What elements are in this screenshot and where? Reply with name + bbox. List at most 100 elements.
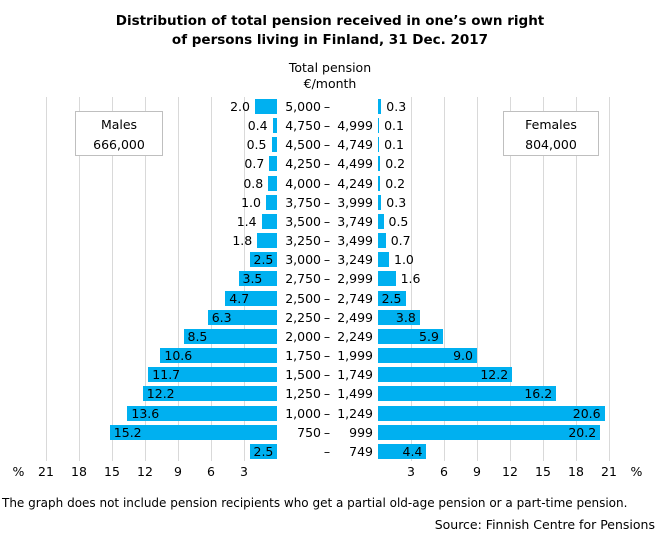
category-high: 3,749 [337,213,373,229]
gridline [46,97,47,461]
category-high [333,97,373,116]
category-dash: – [323,328,331,344]
footnote: The graph does not include pension recip… [2,496,628,510]
male-bar [207,309,277,325]
x-axis-tick-label: 18 [71,464,87,479]
males-box: Males 666,000 [75,111,163,156]
gridline [411,97,412,461]
male-bar [249,443,277,459]
gridline [510,97,511,461]
x-axis-tick-label: 15 [104,464,120,479]
category-dash: – [323,233,331,249]
gridline [576,97,577,461]
male-value-label: 10.6 [164,348,193,364]
category-low: 4,500 [285,137,321,153]
female-bar [378,309,420,325]
category-high: 2,999 [337,271,373,287]
x-axis-tick-label: 18 [568,464,584,479]
female-bar [378,405,605,421]
category-low: 4,000 [285,175,321,191]
female-value-label: 0.7 [390,233,411,249]
female-bar [378,194,382,210]
x-axis-tick-label: 9 [174,464,182,479]
category-high: 999 [349,424,373,440]
female-value-label: 20.6 [572,405,601,421]
category-label: 5,000– [281,97,373,116]
category-low: 3,000 [285,252,321,268]
category-dash: – [323,367,331,383]
category-low: 2,500 [285,290,321,306]
category-low: 3,250 [285,233,321,249]
category-label: 1,250–1,499 [281,384,373,403]
female-bar [378,290,406,306]
x-axis-tick-label: 6 [207,464,215,479]
category-high: 4,499 [337,156,373,172]
male-bar [238,271,277,287]
female-value-label: 0.1 [384,118,404,134]
category-low: 1,750 [285,348,321,364]
male-bar [127,405,277,421]
center-axis-title: Total pension €/month [230,60,430,92]
gridline [112,97,113,461]
male-bar [266,194,277,210]
x-axis-tick-label: % [630,464,643,479]
category-low: 2,250 [285,309,321,325]
male-value-label: 2.5 [253,443,274,459]
female-value-label: 20.2 [568,424,597,440]
female-bar [378,348,477,364]
category-dash: – [323,386,331,402]
category-high: 4,749 [337,137,373,153]
male-bar [271,137,277,153]
female-bar [378,156,381,172]
category-low: 4,750 [285,118,321,134]
x-axis-tick-label: 21 [38,464,54,479]
male-value-label: 0.8 [243,175,264,191]
males-box-label: Males [100,117,138,132]
category-label: 4,750–4,999 [281,116,373,135]
x-axis-tick-label: 3 [407,464,415,479]
female-value-label: 0.3 [386,99,407,114]
category-label: 4,500–4,749 [281,135,373,154]
category-label: 2,250–2,499 [281,308,373,327]
category-label: 3,000–3,249 [281,250,373,269]
category-label: 3,750–3,999 [281,193,373,212]
male-bar [160,348,277,364]
category-dash: – [323,290,331,306]
male-bar [225,290,277,306]
category-dash: – [323,348,331,364]
category-high: 1,749 [337,367,373,383]
female-value-label: 4.4 [402,443,423,459]
category-label: 750– 999 [281,423,373,442]
category-dash: – [323,213,331,229]
male-bar [261,213,277,229]
category-high: 1,999 [337,348,373,364]
category-high: 1,249 [337,405,373,421]
gridline [145,97,146,461]
male-value-label: 13.6 [131,405,160,421]
female-bar [378,386,557,402]
male-value-label: 0.5 [246,137,267,153]
male-bar [255,99,277,114]
male-bar [249,252,277,268]
male-value-label: 1.0 [241,194,261,210]
value-axis-labels: % 3 3 6 6 9 9 12 12 15 15 18 18 21 21% [0,464,660,480]
category-dash: – [323,443,331,459]
x-axis-tick-label: 9 [473,464,481,479]
category-high: 3,999 [337,194,373,210]
male-value-label: 8.5 [187,328,208,344]
plot-area: 2.0 0.3 5,000–0.4 0.1 4,750–4,999 0.5 0.1 4,500… [0,97,660,461]
gridline [211,97,212,461]
female-value-label: 1.0 [394,252,414,268]
male-value-label: 3.5 [242,271,263,287]
female-bar [378,424,601,440]
category-low: 1,000 [285,405,321,421]
category-high: 4,999 [337,118,373,134]
category-high: 2,249 [337,328,373,344]
category-low: 1,250 [285,386,321,402]
male-value-label: 12.2 [146,386,175,402]
category-dash: – [323,99,331,114]
male-bar [257,233,277,249]
category-dash: – [323,252,331,268]
category-label: 3,250–3,499 [281,231,373,250]
females-box-count: 804,000 [525,137,577,152]
